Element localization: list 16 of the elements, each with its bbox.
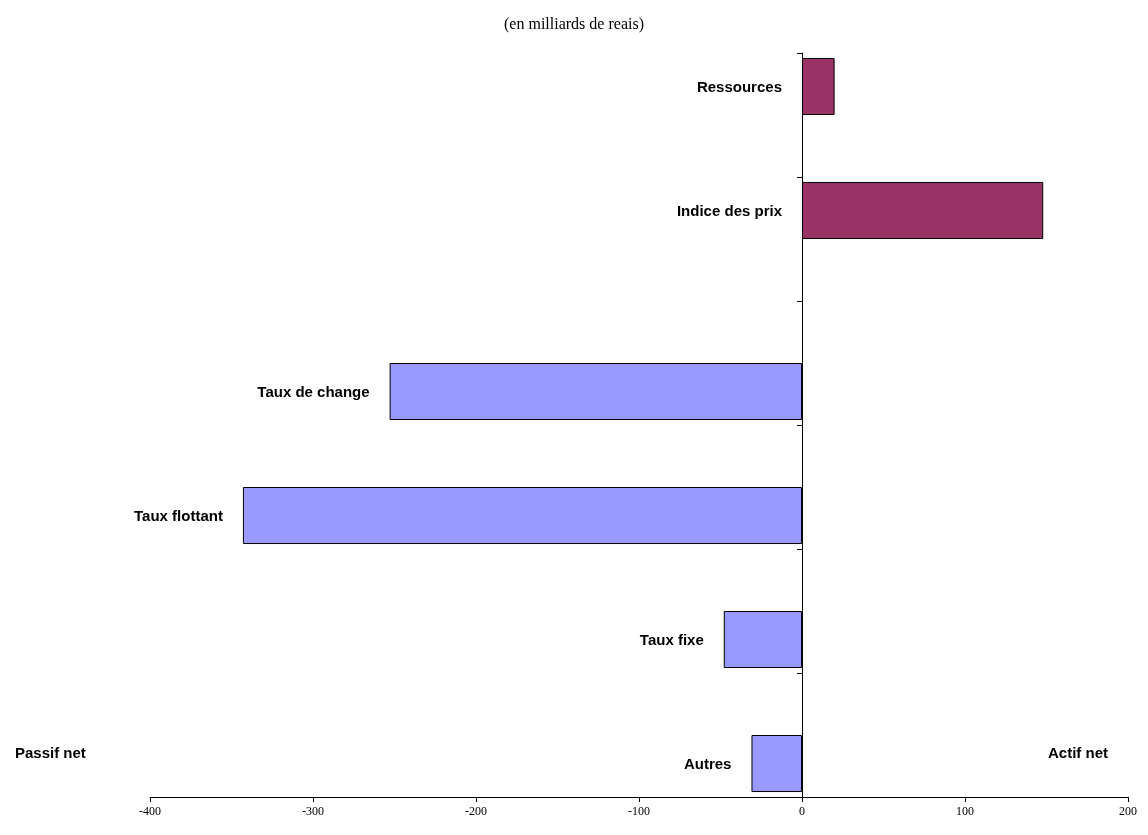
x-tick-label: -400 [139, 804, 161, 818]
annotation: Actif net [1048, 744, 1108, 761]
x-tick-label: -200 [465, 804, 487, 818]
y-tick-label: Autres [683, 755, 732, 773]
x-tick-label: 100 [956, 804, 974, 818]
y-tick-label: Taux flottant [134, 507, 223, 525]
x-tick-label: 200 [1119, 804, 1137, 818]
chart-title: (en milliards de reais) [504, 14, 644, 33]
y-tick-label: Indice des prix [676, 201, 783, 219]
x-tick-label: -100 [628, 804, 650, 818]
y-tick-label: Taux fixe [639, 631, 704, 649]
text: Passif net [15, 744, 86, 761]
y-tick-label: Ressources [696, 77, 782, 95]
x-tick-label: 0 [799, 804, 805, 818]
y-tick-label: Taux de change [257, 383, 370, 401]
x-tick-label: -300 [302, 804, 324, 818]
